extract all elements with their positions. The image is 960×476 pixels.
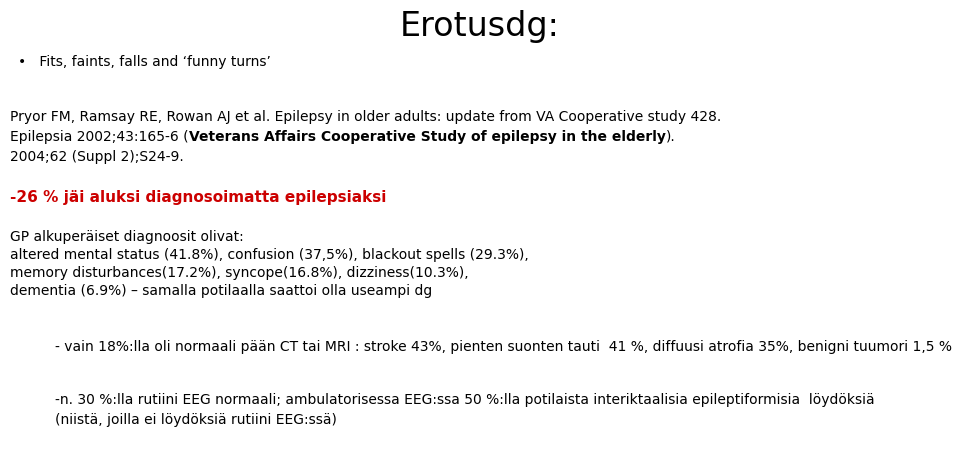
Text: altered mental status (41.8%), confusion (37,5%), blackout spells (29.3%),: altered mental status (41.8%), confusion…	[10, 248, 529, 261]
Text: -26 % jäi aluksi diagnosoimatta epilepsiaksi: -26 % jäi aluksi diagnosoimatta epilepsi…	[10, 189, 386, 205]
Text: •   Fits, faints, falls and ‘funny turns’: • Fits, faints, falls and ‘funny turns’	[18, 55, 271, 69]
Text: Veterans Affairs Cooperative Study of epilepsy in the elderly: Veterans Affairs Cooperative Study of ep…	[188, 130, 665, 144]
Text: memory disturbances(17.2%), syncope(16.8%), dizziness(10.3%),: memory disturbances(17.2%), syncope(16.8…	[10, 266, 468, 279]
Text: Epilepsia 2002;43:165-6 (: Epilepsia 2002;43:165-6 (	[10, 130, 188, 144]
Text: GP alkuperäiset diagnoosit olivat:: GP alkuperäiset diagnoosit olivat:	[10, 229, 244, 244]
Text: -n. 30 %:lla rutiini EEG normaali; ambulatorisessa EEG:ssa 50 %:lla potilaista i: -n. 30 %:lla rutiini EEG normaali; ambul…	[55, 392, 875, 406]
Text: (niistä, joilla ei löydöksiä rutiini EEG:ssä): (niistä, joilla ei löydöksiä rutiini EEG…	[55, 412, 337, 426]
Text: dementia (6.9%) – samalla potilaalla saattoi olla useampi dg: dementia (6.9%) – samalla potilaalla saa…	[10, 283, 432, 298]
Text: Erotusdg:: Erotusdg:	[400, 10, 560, 43]
Text: 2004;62 (Suppl 2);S24-9.: 2004;62 (Suppl 2);S24-9.	[10, 149, 183, 164]
Text: - vain 18%:lla oli normaali pään CT tai MRI : stroke 43%, pienten suonten tauti : - vain 18%:lla oli normaali pään CT tai …	[55, 339, 952, 353]
Text: ).: ).	[665, 130, 675, 144]
Text: Pryor FM, Ramsay RE, Rowan AJ et al. Epilepsy in older adults: update from VA Co: Pryor FM, Ramsay RE, Rowan AJ et al. Epi…	[10, 110, 721, 124]
